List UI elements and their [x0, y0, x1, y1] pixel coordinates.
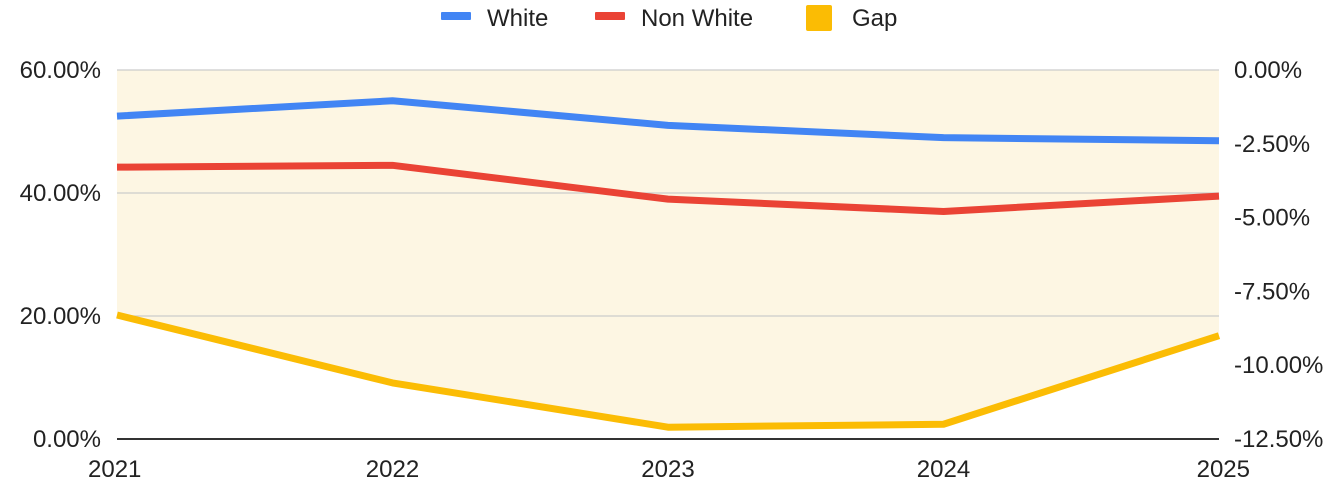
x-tick-label: 2024: [917, 456, 970, 483]
x-tick-label: 2023: [641, 456, 694, 483]
gridlines: [117, 69, 1219, 440]
right-y-tick-label: -7.50%: [1234, 278, 1310, 305]
right-y-tick-label: -2.50%: [1234, 131, 1310, 158]
legend-item-non-white: Non White: [595, 5, 753, 32]
legend-label: Gap: [852, 5, 897, 32]
right-y-tick-label: -12.50%: [1234, 426, 1323, 453]
left-y-tick-label: 0.00%: [33, 426, 101, 453]
legend-swatch: [441, 12, 471, 20]
x-tick-label: 2025: [1197, 456, 1250, 483]
left-y-tick-label: 60.00%: [20, 57, 101, 84]
legend-swatch: [806, 5, 832, 31]
legend-label: Non White: [641, 5, 753, 32]
right-y-tick-label: -10.00%: [1234, 352, 1323, 379]
legend-label: White: [487, 5, 548, 32]
left-y-tick-label: 20.00%: [20, 303, 101, 330]
gap-area-fill: [117, 70, 1219, 428]
x-tick-label: 2022: [366, 456, 419, 483]
legend: White Non White Gap: [441, 5, 897, 32]
legend-item-gap: Gap: [806, 5, 897, 32]
legend-swatch: [595, 12, 625, 20]
right-y-axis: 0.00% -2.50% -5.00% -7.50% -10.00% -12.50%: [1234, 57, 1323, 453]
series-lines: [116, 97, 1221, 431]
left-y-tick-label: 40.00%: [20, 180, 101, 207]
x-tick-label: 2021: [88, 456, 141, 483]
gap-area-layer: [117, 70, 1219, 428]
legend-item-white: White: [441, 5, 548, 32]
right-y-tick-label: 0.00%: [1234, 57, 1302, 84]
right-y-tick-label: -5.00%: [1234, 205, 1310, 232]
left-y-axis: 60.00% 40.00% 20.00% 0.00%: [20, 57, 101, 453]
x-axis: 2021 2022 2023 2024 2025: [88, 456, 1250, 483]
